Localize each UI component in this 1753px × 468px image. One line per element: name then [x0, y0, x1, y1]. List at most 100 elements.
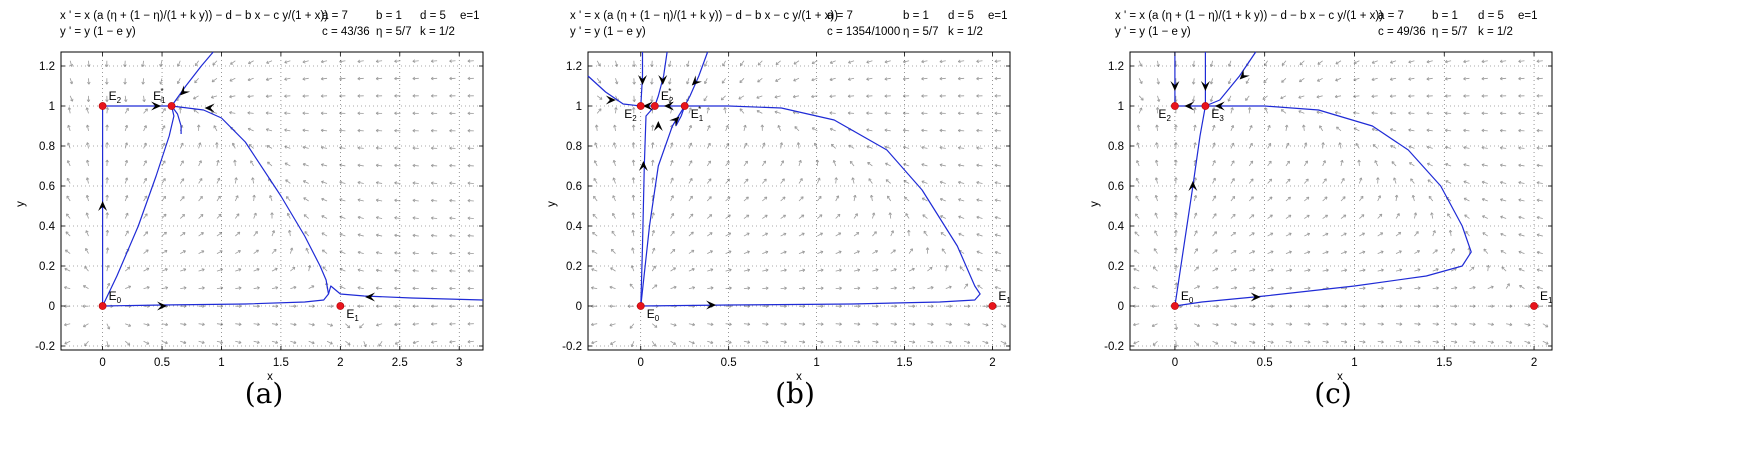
field-arrow-head [1399, 304, 1403, 308]
field-arrow [339, 216, 346, 219]
equilibrium-label-sub: 1 [1548, 296, 1553, 305]
field-arrow-head [247, 77, 251, 82]
field-arrow-head [811, 127, 815, 131]
field-arrow [1414, 231, 1419, 237]
field-arrow [743, 323, 750, 325]
field-arrow-head [839, 286, 842, 290]
field-arrow-head [146, 323, 150, 327]
field-arrow-head [725, 125, 729, 128]
field-arrow-head [631, 212, 635, 216]
field-arrow-head [284, 128, 288, 132]
field-arrow-head [1499, 59, 1503, 64]
field-arrow [64, 340, 71, 345]
field-arrow [1281, 60, 1287, 66]
field-arrow [688, 178, 693, 184]
field-arrow-head [884, 145, 888, 149]
param-e-c: e=1 [1518, 10, 1538, 22]
field-arrow-head [212, 62, 216, 66]
equilibrium-point [98, 102, 107, 110]
field-arrow [198, 160, 202, 167]
field-arrow-head [591, 268, 595, 272]
x-tick-label: 1.5 [897, 357, 913, 369]
field-arrow-head [686, 63, 690, 67]
field-arrow [651, 95, 653, 102]
field-arrow-head [1463, 197, 1467, 201]
arrows-c [1170, 69, 1261, 302]
field-arrow [612, 195, 616, 202]
field-arrow-head [1174, 247, 1178, 251]
field-arrow [216, 177, 220, 184]
field-arrow-head [164, 268, 168, 272]
field-arrow [591, 287, 598, 290]
field-arrow [817, 287, 824, 290]
field-arrow-head [180, 160, 184, 164]
field-arrow-head [875, 322, 879, 326]
field-arrow [308, 323, 315, 326]
equilibrium-point [650, 102, 659, 110]
field-arrow [1212, 323, 1219, 326]
field-arrow-head [236, 213, 240, 217]
field-arrow [1500, 77, 1507, 80]
field-arrow-head [819, 232, 823, 236]
field-arrow-head [857, 322, 861, 326]
field-arrow-head [125, 195, 129, 199]
field-arrow-head [201, 268, 205, 272]
field-arrow [817, 269, 824, 272]
field-arrow [922, 214, 928, 219]
field-arrow-head [967, 304, 971, 308]
y-tick-label: -0.2 [35, 341, 55, 353]
field-arrow-head [375, 251, 379, 255]
field-arrow-head [449, 216, 453, 220]
field-arrow-head [1527, 340, 1531, 345]
field-arrow [253, 268, 260, 272]
field-arrow-head [394, 59, 397, 63]
field-arrow-head [1342, 196, 1346, 200]
field-arrow [1210, 78, 1213, 85]
field-arrow-head [1194, 230, 1198, 234]
field-arrow [963, 283, 969, 289]
field-arrow [1518, 216, 1525, 219]
y-tick-label: 0.6 [566, 181, 582, 193]
field-arrow-head [1154, 177, 1159, 181]
field-arrow-head [1491, 340, 1494, 344]
field-arrow [743, 340, 750, 343]
field-arrow-head [756, 109, 760, 114]
field-arrow [235, 323, 242, 325]
field-arrow-head [105, 81, 109, 85]
field-arrow [106, 247, 109, 254]
field-arrow-head [689, 178, 693, 181]
field-arrow-head [467, 251, 471, 256]
field-arrow [1192, 78, 1195, 85]
field-arrow-head [650, 124, 655, 128]
field-arrow [706, 125, 711, 132]
field-arrow [1212, 125, 1215, 132]
field-arrow-head [1195, 248, 1198, 252]
field-arrow [1193, 124, 1196, 131]
equilibrium-label-sub: 2 [632, 114, 637, 123]
field-arrow [927, 323, 934, 325]
field-arrow-head [857, 286, 861, 290]
field-arrow [704, 60, 708, 67]
field-arrow-head [1325, 250, 1329, 254]
field-arrow-head [199, 195, 203, 200]
field-arrow [65, 231, 71, 237]
field-arrow-head [1518, 128, 1521, 133]
field-arrow [1303, 124, 1305, 131]
field-arrow [592, 232, 598, 237]
field-arrow [431, 182, 438, 184]
field-arrow-head [708, 178, 712, 182]
field-arrow [798, 287, 806, 290]
field-arrow-head [220, 340, 224, 344]
field-arrow [724, 107, 727, 114]
field-arrow-head [1212, 107, 1216, 111]
field-arrow [1340, 196, 1346, 202]
field-arrow-head [275, 286, 279, 290]
field-arrow-head [893, 268, 897, 272]
field-arrow-head [320, 94, 324, 98]
ticks-b: 0 0.5 1 1.5 2-0.200.20.40.60.811.2 [562, 52, 1010, 369]
field-arrow [670, 142, 673, 149]
field-arrow-head [869, 194, 874, 198]
field-arrow-head [182, 250, 186, 254]
field-arrow [143, 323, 150, 326]
field-arrow [884, 60, 891, 63]
